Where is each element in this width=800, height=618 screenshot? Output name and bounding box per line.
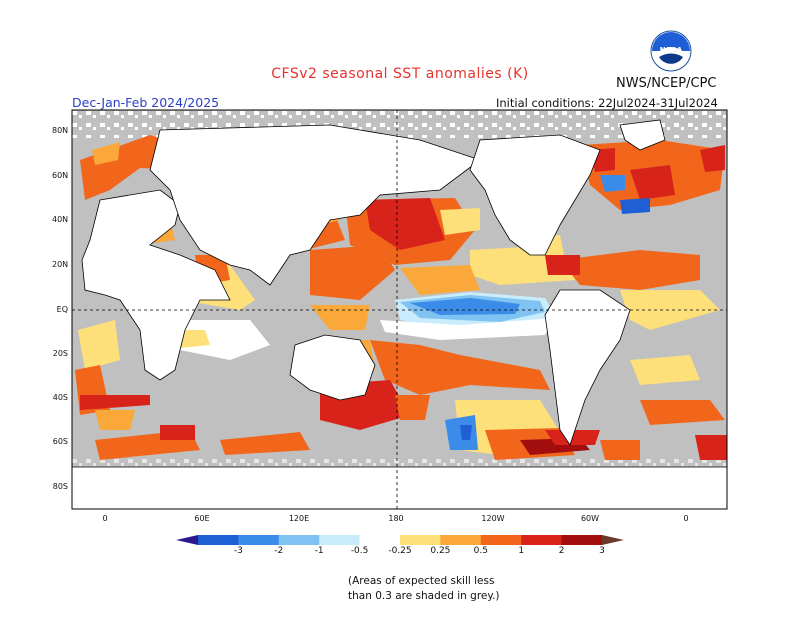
svg-text:NOAA: NOAA bbox=[660, 46, 683, 54]
colorbar-tick-label: 0.25 bbox=[430, 546, 451, 556]
colorbar-segment bbox=[198, 535, 239, 545]
lat-label: 80N bbox=[52, 126, 69, 135]
colorbar-tick-label: -2 bbox=[274, 546, 284, 556]
colorbar-segment bbox=[278, 535, 320, 545]
skill-footnote: (Areas of expected skill less than 0.3 a… bbox=[348, 574, 500, 604]
colorbar-segment bbox=[400, 535, 441, 545]
colorbar-tick-label: -3 bbox=[233, 546, 243, 556]
colorbar-extend-high bbox=[602, 535, 624, 545]
lon-label: 120W bbox=[481, 514, 505, 523]
footnote-line-2: than 0.3 are shaded in grey.) bbox=[348, 590, 500, 602]
colorbar bbox=[176, 535, 624, 545]
anomaly-field bbox=[72, 110, 727, 509]
lon-label: 60W bbox=[580, 514, 600, 523]
colorbar-tick-label: -1 bbox=[314, 546, 324, 556]
colorbar-segment bbox=[359, 535, 401, 545]
lat-label: 60S bbox=[52, 437, 68, 446]
footnote-line-1: (Areas of expected skill less bbox=[348, 575, 495, 587]
season-label: Dec-Jan-Feb 2024/2025 bbox=[72, 95, 220, 110]
land-masses bbox=[72, 119, 727, 509]
colorbar-extend-low bbox=[176, 535, 198, 545]
colorbar-tick-label: -0.5 bbox=[350, 546, 369, 556]
lon-label: 0 bbox=[683, 514, 689, 523]
organization-label: NWS/NCEP/CPC bbox=[616, 76, 717, 91]
colorbar-segment bbox=[319, 535, 361, 545]
colorbar-segment bbox=[521, 535, 563, 545]
colorbar-tick-label: 3 bbox=[599, 546, 605, 556]
colorbar-tick-label: 2 bbox=[558, 546, 565, 556]
initial-conditions-label: Initial conditions: 22Jul2024-31Jul2024 bbox=[496, 96, 718, 110]
colorbar-segment bbox=[238, 535, 280, 545]
lat-label: 60N bbox=[52, 171, 69, 180]
lat-label: 40N bbox=[52, 215, 69, 224]
colorbar-segment bbox=[440, 535, 482, 545]
lat-label: 80S bbox=[52, 482, 68, 491]
chart-title: CFSv2 seasonal SST anomalies (K) bbox=[271, 66, 529, 82]
lat-label: 40S bbox=[52, 393, 68, 402]
colorbar-segment bbox=[561, 535, 603, 545]
lat-label: 20N bbox=[52, 260, 69, 269]
colorbar-tick-label: 0.5 bbox=[473, 546, 488, 556]
noaa-logo: NOAA bbox=[650, 30, 692, 72]
lon-label: 0 bbox=[102, 514, 108, 523]
lat-label: EQ bbox=[56, 305, 68, 314]
colorbar-segment bbox=[480, 535, 522, 545]
colorbar-tick-label: -0.25 bbox=[388, 546, 412, 556]
lon-label: 120E bbox=[288, 514, 310, 523]
lat-label: 20S bbox=[52, 349, 68, 358]
lon-label: 180 bbox=[388, 514, 404, 523]
lon-label: 60E bbox=[194, 514, 210, 523]
colorbar-tick-label: 1 bbox=[518, 546, 525, 556]
